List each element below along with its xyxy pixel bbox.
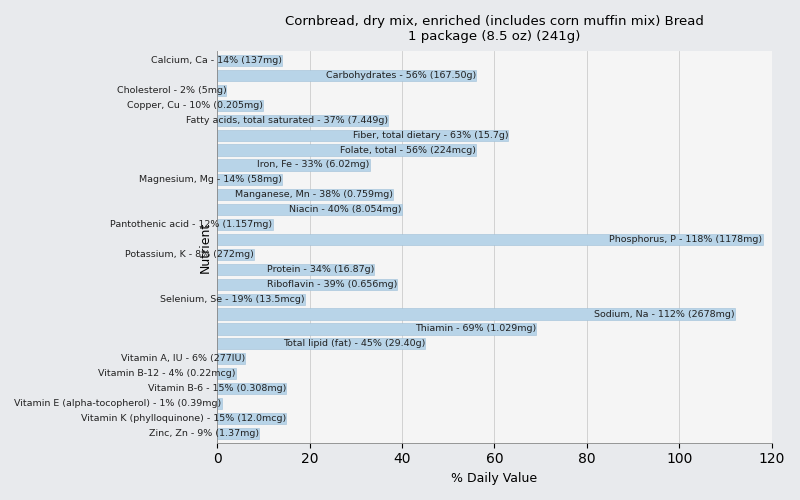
Bar — [217, 234, 762, 245]
Text: Thiamin - 69% (1.029mg): Thiamin - 69% (1.029mg) — [415, 324, 536, 334]
Text: Vitamin B-6 - 15% (0.308mg): Vitamin B-6 - 15% (0.308mg) — [148, 384, 286, 393]
Text: Niacin - 40% (8.054mg): Niacin - 40% (8.054mg) — [290, 205, 402, 214]
Bar — [217, 338, 425, 349]
Text: Protein - 34% (16.87g): Protein - 34% (16.87g) — [267, 265, 374, 274]
Bar — [217, 85, 226, 96]
Bar — [217, 294, 305, 304]
Text: Pantothenic acid - 12% (1.157mg): Pantothenic acid - 12% (1.157mg) — [110, 220, 273, 229]
Text: Riboflavin - 39% (0.656mg): Riboflavin - 39% (0.656mg) — [267, 280, 398, 288]
Text: Sodium, Na - 112% (2678mg): Sodium, Na - 112% (2678mg) — [594, 310, 735, 318]
Bar — [217, 100, 263, 111]
Bar — [217, 130, 508, 140]
Text: Total lipid (fat) - 45% (29.40g): Total lipid (fat) - 45% (29.40g) — [282, 340, 425, 348]
Bar — [217, 160, 370, 170]
Text: Phosphorus, P - 118% (1178mg): Phosphorus, P - 118% (1178mg) — [610, 235, 762, 244]
Text: Manganese, Mn - 38% (0.759mg): Manganese, Mn - 38% (0.759mg) — [234, 190, 393, 199]
Bar — [217, 413, 286, 424]
Bar — [217, 144, 476, 156]
Text: Vitamin A, IU - 6% (277IU): Vitamin A, IU - 6% (277IU) — [121, 354, 245, 363]
Text: Cholesterol - 2% (5mg): Cholesterol - 2% (5mg) — [117, 86, 226, 95]
Text: Fiber, total dietary - 63% (15.7g): Fiber, total dietary - 63% (15.7g) — [353, 130, 508, 140]
Text: Magnesium, Mg - 14% (58mg): Magnesium, Mg - 14% (58mg) — [139, 176, 282, 184]
Bar — [217, 70, 476, 81]
Text: Iron, Fe - 33% (6.02mg): Iron, Fe - 33% (6.02mg) — [258, 160, 370, 170]
Bar — [217, 324, 536, 334]
Text: Potassium, K - 8% (272mg): Potassium, K - 8% (272mg) — [125, 250, 254, 259]
Bar — [217, 383, 286, 394]
Text: Folate, total - 56% (224mcg): Folate, total - 56% (224mcg) — [340, 146, 476, 154]
Text: Vitamin B-12 - 4% (0.22mcg): Vitamin B-12 - 4% (0.22mcg) — [98, 369, 235, 378]
Text: Selenium, Se - 19% (13.5mcg): Selenium, Se - 19% (13.5mcg) — [160, 294, 305, 304]
Bar — [217, 249, 254, 260]
Bar — [217, 55, 282, 66]
Text: Vitamin E (alpha-tocopherol) - 1% (0.39mg): Vitamin E (alpha-tocopherol) - 1% (0.39m… — [14, 399, 222, 408]
Bar — [217, 368, 235, 379]
Bar — [217, 278, 398, 290]
Bar — [217, 264, 374, 275]
Bar — [217, 174, 282, 186]
Text: Calcium, Ca - 14% (137mg): Calcium, Ca - 14% (137mg) — [151, 56, 282, 65]
Text: Copper, Cu - 10% (0.205mg): Copper, Cu - 10% (0.205mg) — [127, 101, 263, 110]
X-axis label: % Daily Value: % Daily Value — [451, 472, 538, 485]
Y-axis label: Nutrient: Nutrient — [198, 222, 211, 272]
Text: Zinc, Zn - 9% (1.37mg): Zinc, Zn - 9% (1.37mg) — [149, 429, 258, 438]
Text: Fatty acids, total saturated - 37% (7.449g): Fatty acids, total saturated - 37% (7.44… — [186, 116, 388, 124]
Bar — [217, 398, 222, 409]
Bar — [217, 189, 393, 200]
Title: Cornbread, dry mix, enriched (includes corn muffin mix) Bread
1 package (8.5 oz): Cornbread, dry mix, enriched (includes c… — [285, 15, 704, 43]
Text: Carbohydrates - 56% (167.50g): Carbohydrates - 56% (167.50g) — [326, 71, 476, 80]
Bar — [217, 204, 402, 215]
Bar — [217, 353, 245, 364]
Bar — [217, 428, 258, 439]
Bar — [217, 308, 735, 320]
Text: Vitamin K (phylloquinone) - 15% (12.0mcg): Vitamin K (phylloquinone) - 15% (12.0mcg… — [81, 414, 286, 423]
Bar — [217, 219, 273, 230]
Bar — [217, 114, 388, 126]
